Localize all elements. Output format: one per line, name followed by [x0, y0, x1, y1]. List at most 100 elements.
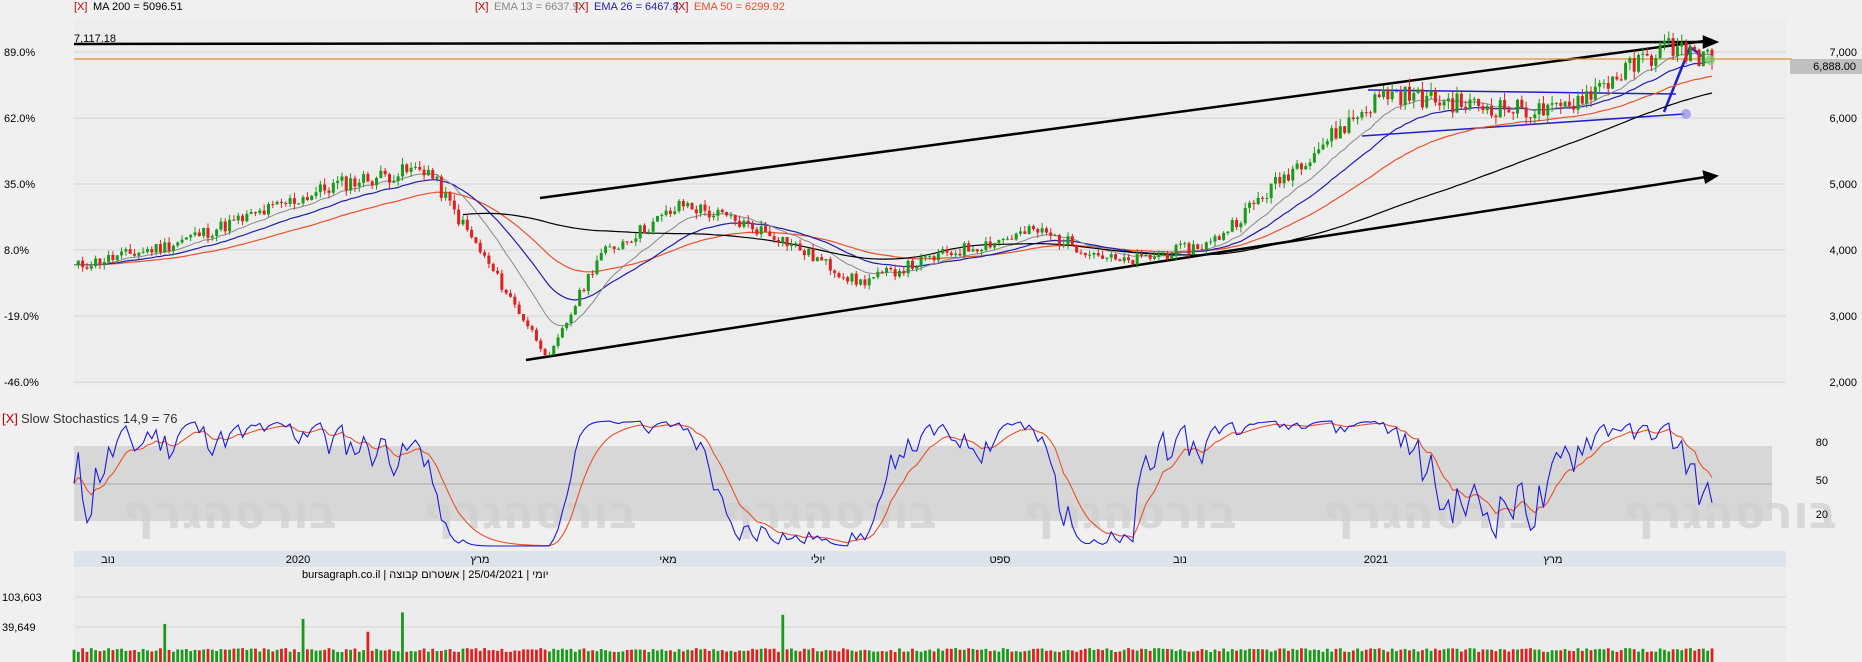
candle-body	[1472, 98, 1476, 100]
candle-body	[362, 174, 366, 183]
volume-bar	[176, 649, 180, 662]
candle-body	[1265, 198, 1269, 200]
candle-body	[513, 296, 517, 305]
volume-bar	[1334, 648, 1338, 662]
volume-bar	[1001, 648, 1005, 662]
volume-bar	[764, 648, 767, 662]
candle-body	[1304, 165, 1308, 170]
candle-body	[120, 251, 124, 256]
candle-body	[1014, 233, 1018, 240]
date-axis-label: 2021	[1364, 554, 1388, 566]
volume-bar	[448, 649, 452, 662]
volume-bar	[703, 648, 707, 662]
candle-body	[1645, 53, 1649, 56]
candle-body	[547, 354, 551, 356]
candle-body	[958, 253, 962, 256]
volume-bar	[647, 651, 651, 662]
candle-body	[759, 226, 763, 235]
volume-bar	[885, 651, 888, 662]
volume-bar	[560, 648, 564, 662]
candle-body	[115, 255, 119, 260]
volume-bar	[707, 650, 711, 662]
candle-body	[1624, 63, 1628, 80]
candle-body	[1667, 38, 1671, 41]
candle-body	[1516, 99, 1520, 114]
candle-body	[772, 236, 776, 240]
candle-body	[1706, 49, 1710, 52]
candle-body	[586, 273, 590, 292]
volume-bar	[491, 649, 495, 662]
volume-bar	[1304, 648, 1308, 662]
volume-bar	[1057, 651, 1061, 662]
ma200-x[interactable]: [X]	[74, 1, 87, 13]
volume-bar	[863, 649, 867, 662]
volume-bar	[578, 649, 582, 662]
candle-body	[1399, 91, 1403, 106]
stoch-x[interactable]: [X]	[2, 411, 18, 426]
volume-bar	[1291, 648, 1295, 662]
candle-body	[284, 202, 288, 204]
volume-bar	[1615, 651, 1619, 662]
candle-body	[1101, 255, 1105, 259]
candle-body	[1710, 49, 1714, 62]
candle-body	[184, 237, 188, 240]
volume-bar	[1101, 650, 1105, 662]
trend-line-top	[73, 40, 1713, 46]
volume-bar	[656, 650, 659, 662]
candle-body	[1684, 42, 1688, 62]
volume-bar	[915, 650, 919, 662]
candle-body	[552, 345, 556, 355]
volume-bar	[124, 650, 128, 662]
candle-body	[1006, 238, 1010, 240]
volume-bar	[677, 649, 681, 662]
volume-bar	[1122, 649, 1126, 662]
candle-body	[141, 251, 145, 253]
candle-body	[496, 270, 500, 274]
candle-body	[1369, 112, 1373, 114]
volume-bar	[530, 649, 534, 662]
volume-bar	[1446, 648, 1450, 662]
ema13-x[interactable]: [X]	[475, 1, 488, 13]
candle-body	[867, 278, 871, 286]
volume-bar	[1637, 651, 1640, 662]
arrow-head-lower	[1702, 170, 1719, 184]
volume-bar	[1131, 649, 1135, 662]
volume-bar	[1395, 651, 1398, 662]
candle-body	[206, 228, 210, 238]
volume-bar	[288, 651, 292, 662]
candle-body	[89, 266, 93, 269]
volume-bar	[911, 648, 914, 662]
ema26-x[interactable]: [X]	[575, 1, 588, 13]
candle-body	[1317, 149, 1321, 154]
volume-bar	[401, 612, 404, 662]
candle-body	[565, 323, 569, 329]
volume-bar	[1511, 649, 1515, 662]
volume-bar	[1321, 651, 1325, 662]
volume-bar	[867, 650, 871, 662]
volume-bar	[267, 649, 270, 662]
volume-bar	[846, 649, 850, 662]
volume-bar	[1645, 651, 1649, 662]
volume-bar	[1161, 648, 1165, 662]
volume-bar	[405, 651, 409, 662]
volume-bar	[1053, 651, 1057, 662]
volume-bar	[1455, 648, 1459, 662]
volume-bar	[1628, 648, 1632, 662]
volume-bar	[1252, 649, 1256, 662]
candle-body	[81, 260, 85, 268]
volume-bar	[1563, 648, 1567, 662]
volume-bar	[785, 649, 789, 662]
candle-body	[686, 203, 690, 207]
candle-body	[608, 246, 612, 248]
candle-body	[297, 203, 301, 205]
volume-bar	[738, 650, 741, 662]
volume-bar	[336, 651, 340, 662]
candle-body	[863, 279, 867, 286]
volume-bar	[189, 651, 193, 662]
volume-bar	[159, 648, 162, 662]
volume-bar	[790, 648, 793, 662]
ema50-x[interactable]: [X]	[675, 1, 688, 13]
volume-bar	[1382, 649, 1385, 662]
candle-body	[578, 289, 582, 307]
volume-bar	[1239, 649, 1243, 662]
